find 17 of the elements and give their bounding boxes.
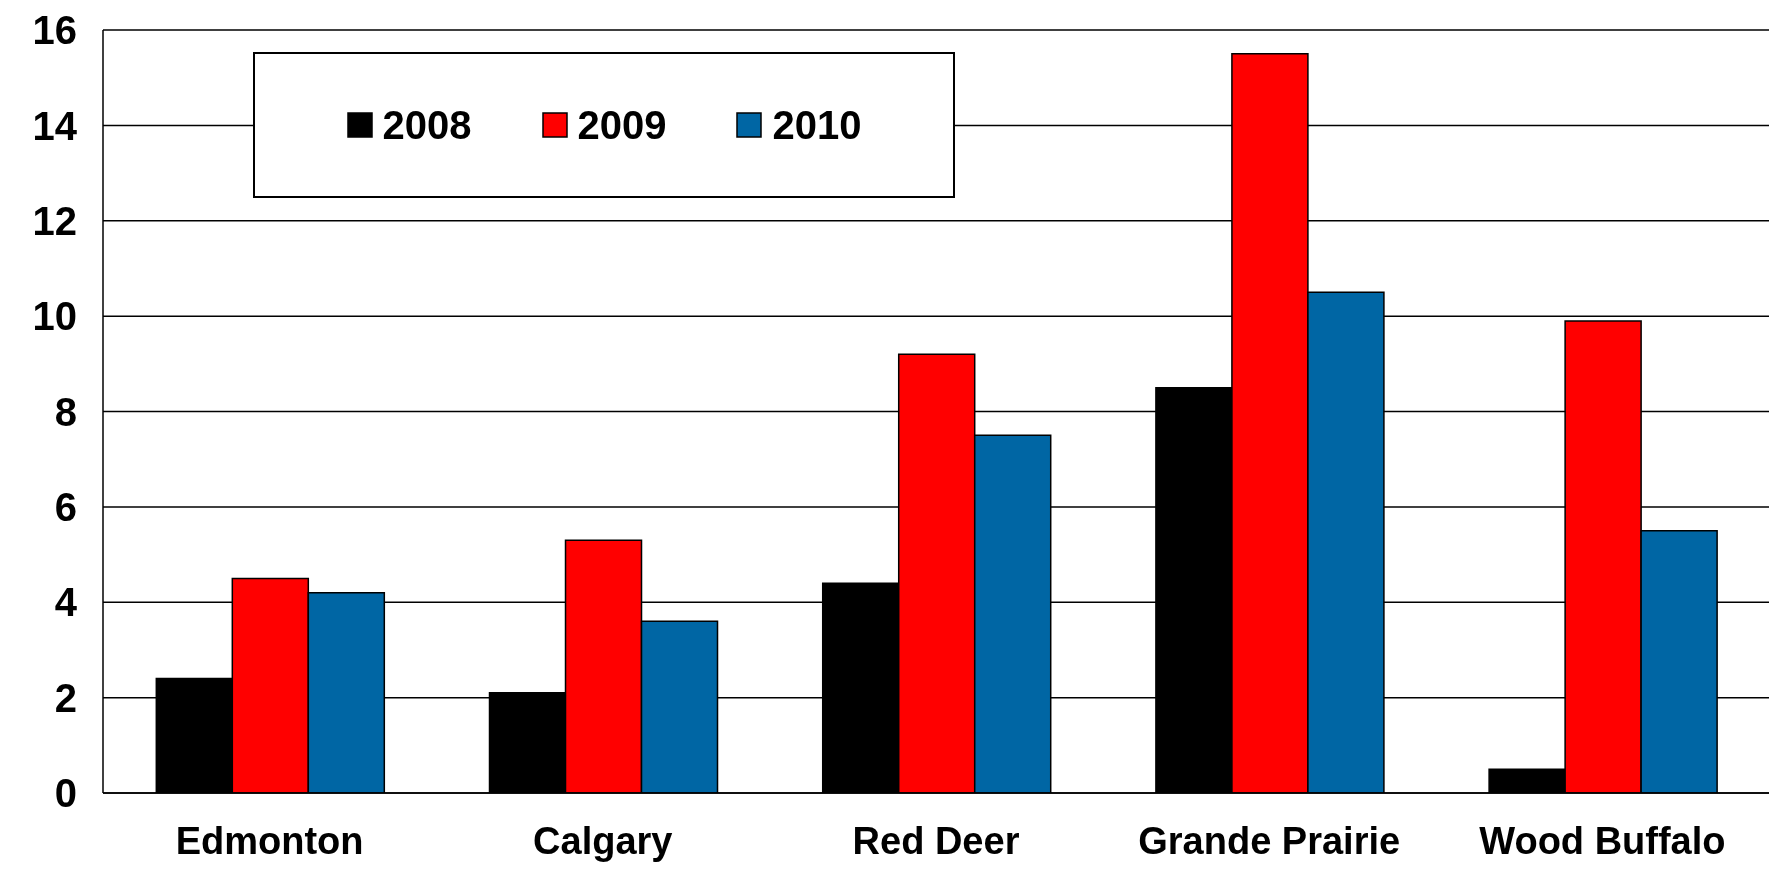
x-tick-label: Grande Prairie <box>1138 819 1401 862</box>
legend-label: 2009 <box>577 102 667 148</box>
y-tick-label: 8 <box>54 389 77 434</box>
y-tick-label: 10 <box>32 294 77 339</box>
x-tick-label: Wood Buffalo <box>1479 819 1726 862</box>
y-tick-label: 14 <box>32 103 78 148</box>
y-tick-label: 6 <box>54 485 77 530</box>
legend-label: 2010 <box>772 102 862 148</box>
y-tick-label: 12 <box>32 198 77 243</box>
y-tick-label: 4 <box>54 580 78 625</box>
y-tick-label: 16 <box>32 8 77 53</box>
y-tick-label: 2 <box>54 675 77 720</box>
x-tick-label: Red Deer <box>852 819 1020 862</box>
x-tick-label: Edmonton <box>175 819 364 862</box>
x-tick-label: Calgary <box>533 819 673 862</box>
y-tick-label: 0 <box>54 771 77 816</box>
legend-label: 2008 <box>382 102 472 148</box>
